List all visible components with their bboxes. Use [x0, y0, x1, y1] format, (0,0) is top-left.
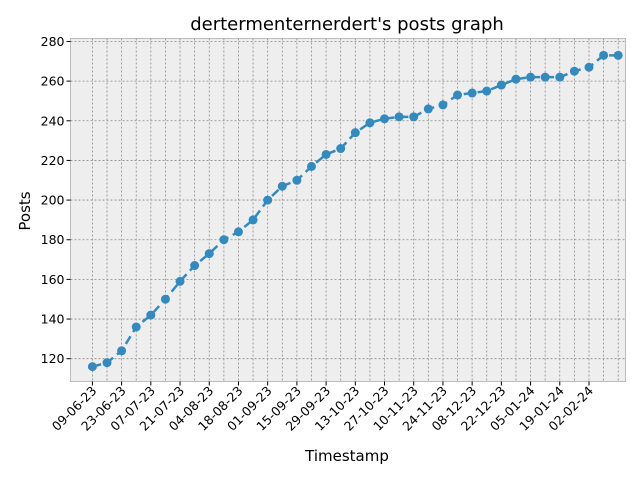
chart-title: dertermenternerdert's posts graph: [190, 14, 504, 35]
y-tick-label: 280: [41, 34, 65, 49]
series-posts: [87, 50, 623, 372]
data-point: [540, 72, 550, 82]
data-point: [453, 90, 463, 100]
y-tick-label: 120: [41, 351, 65, 366]
data-point: [365, 118, 375, 128]
data-point: [175, 276, 185, 286]
y-tick-label: 180: [41, 232, 65, 247]
data-point: [409, 112, 419, 122]
y-axis-label: Posts: [16, 191, 34, 230]
y-tick-label: 200: [41, 193, 65, 208]
data-point: [248, 215, 258, 225]
data-point: [569, 66, 579, 76]
data-point: [394, 112, 404, 122]
data-point: [146, 310, 156, 320]
data-point: [423, 104, 433, 114]
data-point: [102, 358, 112, 368]
data-point: [277, 181, 287, 191]
data-point: [380, 114, 390, 124]
data-point: [131, 322, 141, 332]
data-point: [496, 80, 506, 90]
data-point: [555, 72, 565, 82]
data-point: [87, 362, 97, 372]
data-point: [263, 195, 273, 205]
y-axis-ticks: 120 140 160 180 200 220 240 260 280: [41, 34, 71, 366]
x-axis-label: Timestamp: [304, 447, 389, 465]
grid-lines: [70, 38, 626, 382]
data-point: [482, 86, 492, 96]
y-tick-label: 220: [41, 153, 65, 168]
data-point: [599, 50, 609, 60]
data-point: [321, 149, 331, 159]
data-point: [306, 161, 316, 171]
y-tick-label: 260: [41, 74, 65, 89]
x-axis-ticks: 09-06-2323-06-2307-07-2321-07-2304-08-23…: [49, 381, 596, 434]
data-point: [613, 50, 623, 60]
data-point: [584, 62, 594, 72]
data-point: [511, 74, 521, 84]
y-tick-label: 140: [41, 312, 65, 327]
data-point: [204, 249, 214, 259]
data-point: [350, 128, 360, 138]
data-point: [190, 261, 200, 271]
y-tick-label: 160: [41, 272, 65, 287]
data-point: [292, 175, 302, 185]
data-point: [438, 100, 448, 110]
data-point: [160, 294, 170, 304]
data-point: [467, 88, 477, 98]
data-point: [117, 346, 127, 356]
data-point: [219, 235, 229, 245]
y-tick-label: 240: [41, 113, 65, 128]
plot-area: [70, 38, 626, 382]
data-point: [526, 72, 536, 82]
data-point: [336, 144, 346, 154]
data-point: [233, 227, 243, 237]
